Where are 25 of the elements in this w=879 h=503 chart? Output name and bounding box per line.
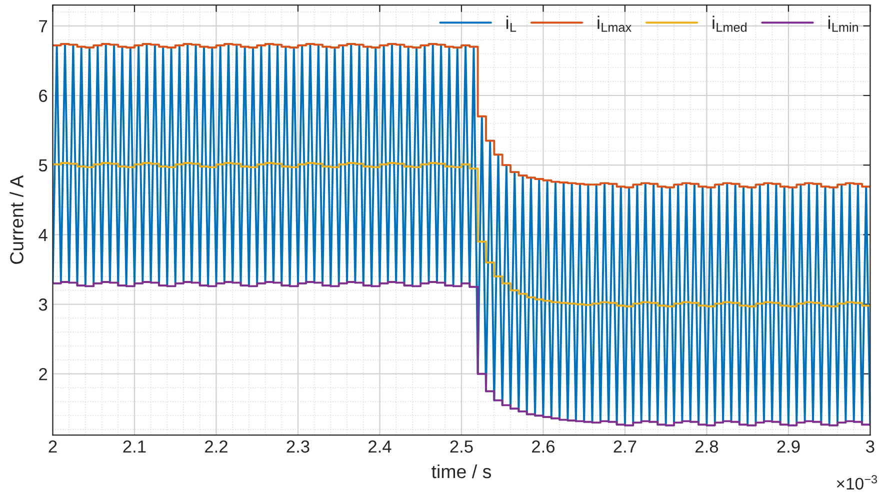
y-tick-label: 2 [39,368,48,380]
legend-label: i$_{Lmin}$ [828,16,858,32]
y-tick-label: 6 [39,90,48,102]
x-tick-label: 2.7 [614,440,636,453]
y-tick-label: 7 [39,20,48,32]
x-axis-title: time / s [432,464,492,478]
x-tick-label: 2.6 [532,440,555,453]
y-tick-label: 4 [38,229,48,241]
y-axis-title: Current / A [10,175,24,264]
x-tick-label: 2.3 [286,440,310,453]
text: ×10$^{−3}$ [836,475,877,490]
x-tick-label: 2 [48,440,57,453]
y-tick-label: 3 [38,298,48,311]
x-tick-label: 2.8 [696,440,718,453]
legend-label: i$_{Lmax}$ [598,16,632,32]
line-series [52,43,870,426]
legend-label: i$_{Lmed}$ [712,16,746,32]
x-tick-label: 3 [866,440,874,453]
x-tick-label: 2.9 [777,440,800,453]
x-tick-label: 2.4 [368,440,392,453]
x-tick-label: 2.5 [450,440,473,453]
x-tick-label: 2.1 [123,440,146,453]
y-tick-label: 5 [38,159,48,172]
x-tick-label: 2.2 [205,440,228,453]
legend-label: i$_{L}$ [506,16,516,32]
